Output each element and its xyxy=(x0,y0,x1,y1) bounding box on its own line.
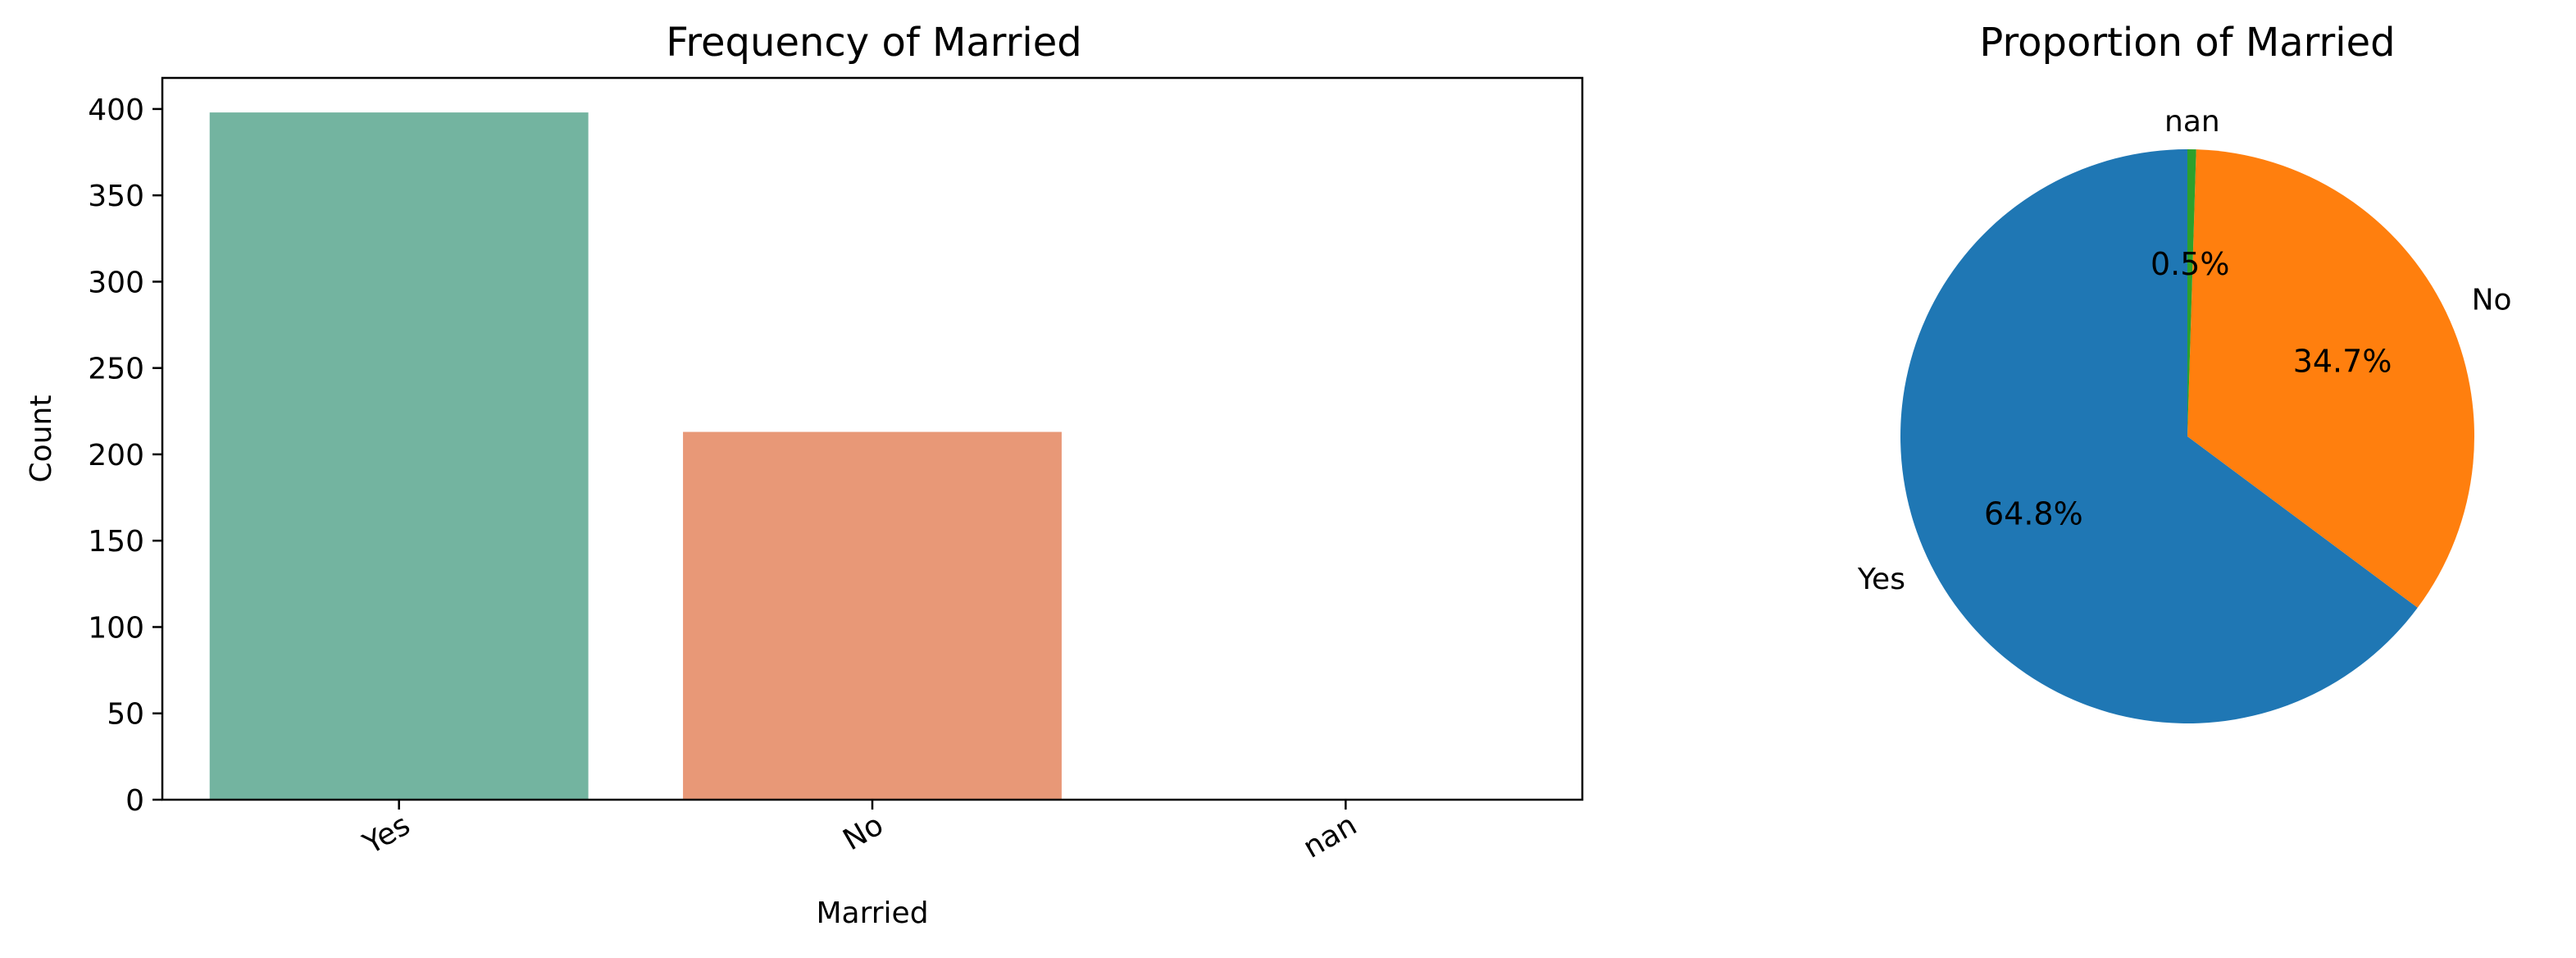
pie-slices xyxy=(1900,149,2474,723)
pie-label: Yes xyxy=(1857,563,1905,596)
y-tick-label: 150 xyxy=(88,525,144,559)
bar-chart-title: Frequency of Married xyxy=(666,20,1082,66)
y-tick-label: 400 xyxy=(88,94,144,127)
y-tick-label: 100 xyxy=(88,611,144,645)
pie-slice-yes xyxy=(1900,149,2418,723)
pie-label: No xyxy=(2472,283,2512,317)
pie-percent-label: 0.5% xyxy=(2150,246,2230,282)
pie-labels: Yes 64.8% No 34.7% nan 0.5% xyxy=(1857,105,2512,596)
y-tick-label: 300 xyxy=(88,266,144,299)
x-axis-label: Married xyxy=(816,896,928,930)
y-axis-label: Count xyxy=(25,395,58,483)
pie-percent-label: 64.8% xyxy=(1984,495,2083,531)
pie-label: nan xyxy=(2164,105,2220,139)
pie-slice-nan xyxy=(2187,149,2196,436)
y-tick-label: 200 xyxy=(88,439,144,472)
y-tick-label: 50 xyxy=(107,698,144,732)
pie-chart-title: Proportion of Married xyxy=(1979,20,2395,66)
x-tick-label: Yes xyxy=(357,808,416,861)
y-tick-label: 0 xyxy=(125,784,144,818)
x-tick-label: nan xyxy=(1298,808,1363,864)
bar-chart: Frequency of Married 0 50 100 150 200 250 300 3… xyxy=(25,20,1584,930)
bar-no xyxy=(683,431,1062,800)
bar-series xyxy=(209,112,1062,800)
pie-percent-label: 34.7% xyxy=(2293,344,2392,380)
x-tick-label: No xyxy=(838,808,890,857)
pie-chart: Proportion of Married Yes 64.8% No 34.7% nan… xyxy=(1857,20,2512,723)
bar-yes xyxy=(209,112,589,800)
x-axis-ticks: Yes No nan xyxy=(357,800,1363,865)
pie-slice-no xyxy=(2187,149,2474,608)
y-tick-label: 350 xyxy=(88,180,144,213)
y-tick-label: 250 xyxy=(88,353,144,386)
y-axis-ticks: 0 50 100 150 200 250 300 350 400 xyxy=(88,94,162,818)
